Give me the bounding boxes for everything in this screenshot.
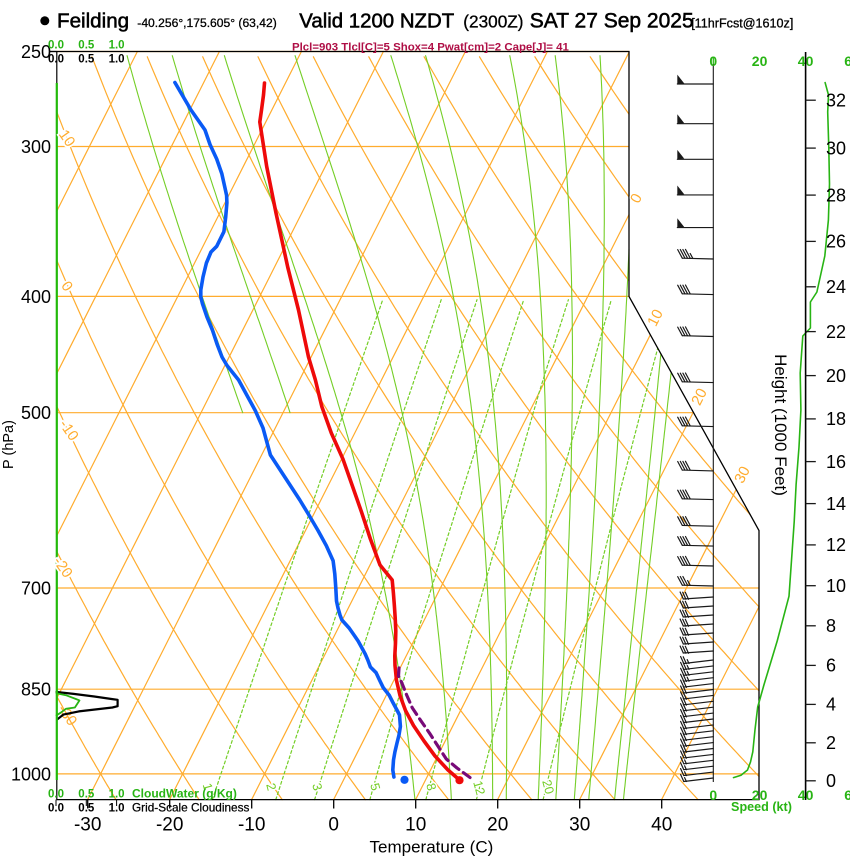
svg-text:10: 10 <box>405 815 426 836</box>
svg-text:850: 850 <box>21 680 51 700</box>
svg-text:0.0: 0.0 <box>48 39 64 51</box>
svg-text:[11hrFcst@1610z]: [11hrFcst@1610z] <box>691 17 793 31</box>
svg-text:Plcl=903 Tlcl[C]=5 Shox=4 Pwat: Plcl=903 Tlcl[C]=5 Shox=4 Pwat[cm]=2 Cap… <box>292 41 569 53</box>
svg-text:Speed (kt): Speed (kt) <box>731 800 792 814</box>
svg-text:Grid-Scale Cloudiness: Grid-Scale Cloudiness <box>132 800 249 814</box>
svg-text:0.0: 0.0 <box>48 54 64 66</box>
svg-text:Temperature (C): Temperature (C) <box>370 838 494 857</box>
svg-text:Height (1000 Feet): Height (1000 Feet) <box>771 354 790 496</box>
svg-text:P (hPa): P (hPa) <box>1 420 17 469</box>
svg-text:0.0: 0.0 <box>48 802 64 814</box>
svg-text:300: 300 <box>21 137 51 157</box>
svg-text:20: 20 <box>539 778 557 796</box>
svg-text:-40.256°,175.605° (63,42): -40.256°,175.605° (63,42) <box>137 16 276 30</box>
svg-text:0: 0 <box>709 53 717 69</box>
svg-text:40: 40 <box>651 815 672 836</box>
svg-text:CloudWater (g/Kg): CloudWater (g/Kg) <box>132 787 237 801</box>
svg-text:24: 24 <box>826 277 846 297</box>
svg-text:400: 400 <box>21 287 51 307</box>
svg-text:2: 2 <box>826 733 836 753</box>
svg-text:26: 26 <box>826 232 846 252</box>
svg-text:20: 20 <box>826 366 846 386</box>
svg-text:1.0: 1.0 <box>109 802 125 814</box>
svg-text:1.0: 1.0 <box>109 39 125 51</box>
svg-text:-10: -10 <box>238 815 265 836</box>
svg-text:20: 20 <box>487 815 508 836</box>
svg-text:14: 14 <box>826 494 846 514</box>
svg-text:0: 0 <box>328 815 339 836</box>
svg-text:Feilding: Feilding <box>57 10 129 33</box>
svg-text:0.5: 0.5 <box>78 789 95 801</box>
svg-text:1000: 1000 <box>11 764 51 784</box>
svg-text:Valid 1200 NZDT: Valid 1200 NZDT <box>299 11 454 33</box>
svg-text:4: 4 <box>826 695 836 715</box>
svg-text:500: 500 <box>21 403 51 423</box>
svg-text:10: 10 <box>826 576 846 596</box>
svg-text:6: 6 <box>826 656 836 676</box>
svg-text:16: 16 <box>826 452 846 472</box>
svg-text:0.5: 0.5 <box>78 54 95 66</box>
svg-text:20: 20 <box>752 787 768 803</box>
svg-text:0.0: 0.0 <box>48 789 64 801</box>
svg-text:250: 250 <box>21 42 51 62</box>
svg-text:0: 0 <box>826 771 836 791</box>
svg-text:0.5: 0.5 <box>78 39 95 51</box>
svg-text:12: 12 <box>470 779 488 797</box>
svg-text:60: 60 <box>844 53 850 69</box>
svg-text:22: 22 <box>826 322 846 342</box>
svg-text:18: 18 <box>826 409 846 429</box>
svg-text:30: 30 <box>826 138 846 158</box>
svg-text:1.0: 1.0 <box>109 54 125 66</box>
svg-text:32: 32 <box>826 90 846 110</box>
svg-text:-20: -20 <box>156 815 183 836</box>
svg-text:20: 20 <box>752 53 768 69</box>
svg-text:(2300Z): (2300Z) <box>463 12 523 32</box>
svg-text:8: 8 <box>826 616 836 636</box>
svg-text:0: 0 <box>709 787 717 803</box>
svg-text:-30: -30 <box>74 815 101 836</box>
svg-text:0.5: 0.5 <box>78 802 95 814</box>
svg-text:SAT 27 Sep 2025: SAT 27 Sep 2025 <box>530 10 694 33</box>
svg-text:28: 28 <box>826 185 846 205</box>
svg-text:700: 700 <box>21 579 51 599</box>
svg-text:1.0: 1.0 <box>109 789 125 801</box>
svg-text:30: 30 <box>569 815 590 836</box>
svg-text:60: 60 <box>844 787 850 803</box>
svg-text:12: 12 <box>826 535 846 555</box>
